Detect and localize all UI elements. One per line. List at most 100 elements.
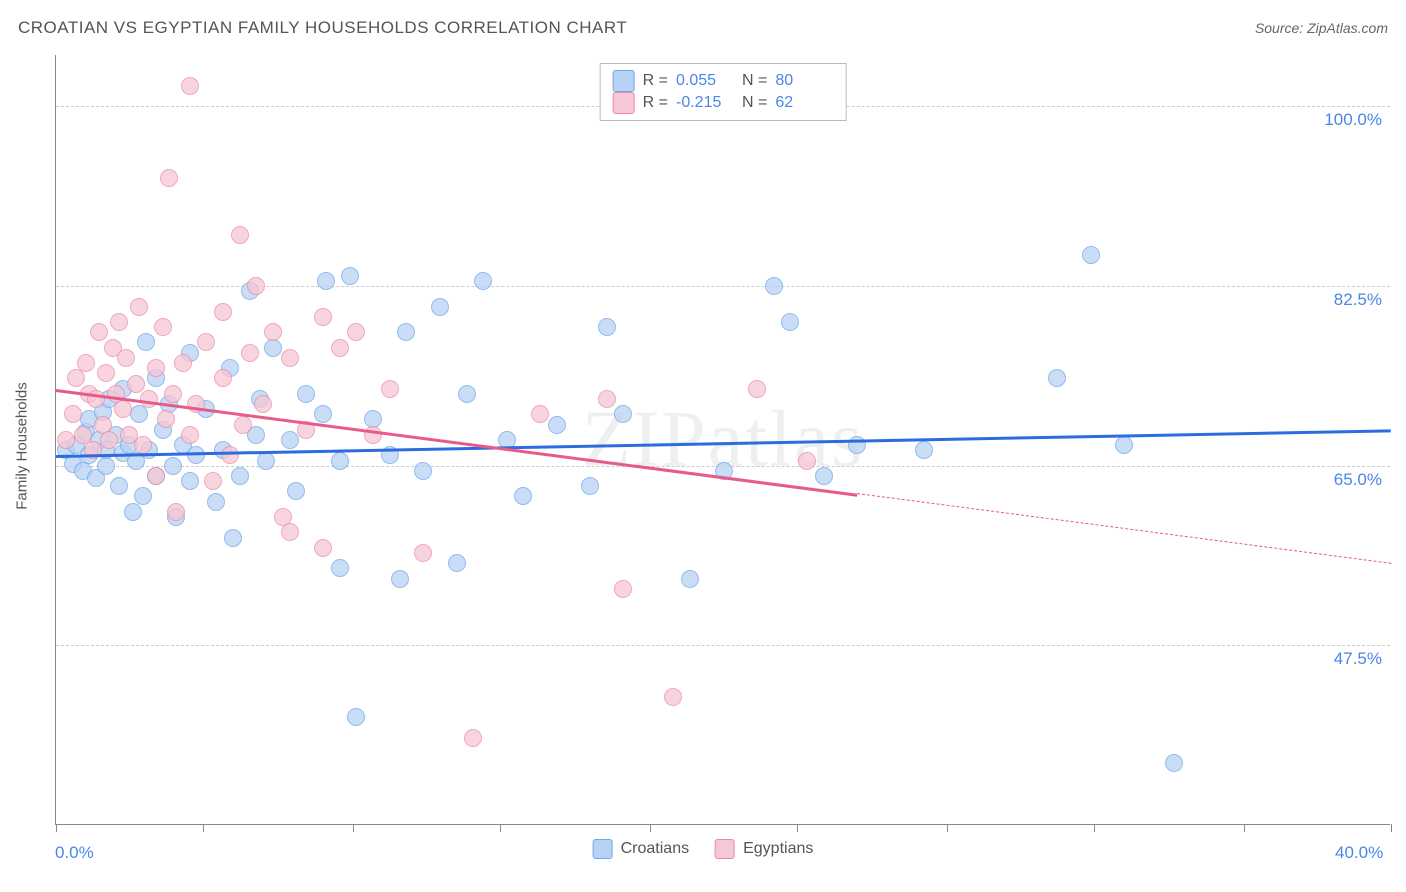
data-point [391,570,409,588]
legend-n-label: N = [742,94,767,112]
data-point [614,580,632,598]
x-tick [650,824,651,832]
data-point [581,477,599,495]
data-point [341,267,359,285]
data-point [364,426,382,444]
data-point [281,349,299,367]
data-point [414,462,432,480]
data-point [314,539,332,557]
data-point [181,472,199,490]
data-point [160,169,178,187]
legend-row: R =-0.215N =62 [613,92,834,114]
x-tick [500,824,501,832]
legend-item: Egyptians [715,839,813,859]
data-point [815,467,833,485]
data-point [1082,246,1100,264]
data-point [154,318,172,336]
data-point [134,436,152,454]
legend-item: Croatians [593,839,689,859]
data-point [458,385,476,403]
data-point [798,452,816,470]
data-point [124,503,142,521]
x-tick-label: 0.0% [55,843,94,863]
x-tick [56,824,57,832]
data-point [598,390,616,408]
data-point [548,416,566,434]
data-point [331,452,349,470]
data-point [90,323,108,341]
gridline [56,645,1390,646]
data-point [114,400,132,418]
data-point [514,487,532,505]
legend-r-value: 0.055 [676,72,734,90]
data-point [207,493,225,511]
data-point [281,523,299,541]
data-point [157,410,175,428]
data-point [765,277,783,295]
data-point [147,359,165,377]
chart-plot-area: ZIPatlas R =0.055N =80R =-0.215N =62 100… [55,55,1390,825]
data-point [164,457,182,475]
legend-row: R =0.055N =80 [613,70,834,92]
data-point [110,313,128,331]
data-point [147,467,165,485]
data-point [531,405,549,423]
data-point [204,472,222,490]
data-point [231,467,249,485]
data-point [164,385,182,403]
chart-source: Source: ZipAtlas.com [1255,20,1388,36]
data-point [331,339,349,357]
data-point [1165,754,1183,772]
legend-swatch [593,839,613,859]
data-point [130,298,148,316]
data-point [224,529,242,547]
data-point [317,272,335,290]
data-point [1115,436,1133,454]
data-point [134,487,152,505]
data-point [77,354,95,372]
legend-swatch [715,839,735,859]
legend-label: Croatians [621,840,689,858]
data-point [431,298,449,316]
data-point [100,431,118,449]
data-point [281,431,299,449]
data-point [264,339,282,357]
data-point [137,333,155,351]
data-point [67,369,85,387]
data-point [748,380,766,398]
data-point [464,729,482,747]
data-point [314,405,332,423]
data-point [197,333,215,351]
data-point [257,452,275,470]
legend-r-value: -0.215 [676,94,734,112]
data-point [214,303,232,321]
data-point [221,446,239,464]
x-tick [203,824,204,832]
y-tick-label: 47.5% [1334,649,1382,669]
data-point [57,431,75,449]
legend-swatch [613,92,635,114]
data-point [664,688,682,706]
y-tick-label: 100.0% [1324,110,1382,130]
legend-r-label: R = [643,72,668,90]
data-point [474,272,492,290]
y-tick-label: 65.0% [1334,470,1382,490]
data-point [127,375,145,393]
chart-title: CROATIAN VS EGYPTIAN FAMILY HOUSEHOLDS C… [18,18,627,38]
x-tick [1244,824,1245,832]
data-point [598,318,616,336]
data-point [915,441,933,459]
x-tick [353,824,354,832]
legend-label: Egyptians [743,840,813,858]
legend-n-label: N = [742,72,767,90]
x-tick [947,824,948,832]
data-point [110,477,128,495]
chart-header: CROATIAN VS EGYPTIAN FAMILY HOUSEHOLDS C… [18,18,1388,38]
data-point [130,405,148,423]
data-point [448,554,466,572]
data-point [287,482,305,500]
legend-swatch [613,70,635,92]
data-point [247,277,265,295]
data-point [181,426,199,444]
legend-series: Croatians Egyptians [593,839,814,859]
